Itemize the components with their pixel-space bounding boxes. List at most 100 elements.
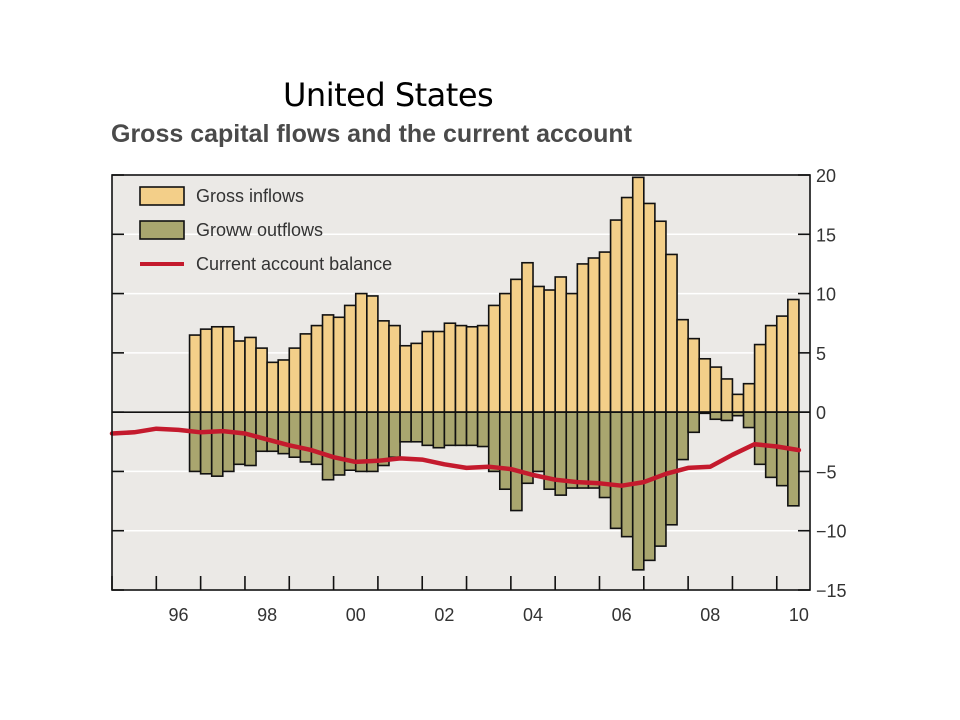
y-tick-label: 5 xyxy=(816,344,826,364)
inflow-bar xyxy=(432,330,446,413)
inflow-bar xyxy=(210,325,224,413)
inflow-bar xyxy=(377,320,390,413)
outflow-bar xyxy=(277,411,291,455)
inflow-bar xyxy=(620,196,634,413)
outflow-bar xyxy=(332,411,346,476)
outflow-bar xyxy=(454,411,468,447)
plot-frame xyxy=(111,174,811,591)
inflow-bar xyxy=(631,176,645,413)
outflow-bar xyxy=(498,411,512,491)
outflow-bar xyxy=(709,411,723,421)
inflow-bar xyxy=(343,304,357,413)
inflow-bar xyxy=(410,342,424,413)
y-tick-label: 15 xyxy=(816,225,836,245)
inflow-bar xyxy=(244,336,257,413)
inflow-bar xyxy=(532,285,545,413)
inflow-bar xyxy=(498,292,512,413)
outflow-bar xyxy=(321,411,335,481)
inflow-bar xyxy=(288,347,302,413)
outflow-bar xyxy=(631,411,645,571)
inflow-bar xyxy=(199,328,213,413)
outflow-bar xyxy=(266,411,279,453)
inflow-bar xyxy=(598,251,612,413)
inflow-bar xyxy=(676,318,689,413)
y-axis: 20 15 10 5 0 −5 −10 −15 xyxy=(112,166,847,601)
outflow-bar xyxy=(299,411,313,463)
outflow-bar xyxy=(487,411,501,473)
y-tick-label: 0 xyxy=(816,403,826,423)
inflow-bar xyxy=(332,316,346,413)
outflow-bar xyxy=(199,411,213,475)
inflow-bar xyxy=(443,322,457,413)
x-tick-label: 06 xyxy=(612,605,632,625)
inflow-bar xyxy=(698,357,712,413)
inflow-bar xyxy=(454,324,468,413)
y-tick-label: 10 xyxy=(816,285,836,305)
y-tick-label: −5 xyxy=(816,462,837,482)
x-tick-label: 02 xyxy=(434,605,454,625)
inflow-bar xyxy=(764,324,778,413)
inflow-bar xyxy=(421,330,435,413)
inflow-bar xyxy=(255,347,268,413)
inflow-bar xyxy=(709,366,723,413)
inflow-bar xyxy=(310,324,324,413)
legend: Gross inflows Groww outflows Current accou… xyxy=(139,186,392,274)
inflow-bar xyxy=(299,333,313,413)
inflow-bar xyxy=(465,325,479,413)
x-tick-label: 08 xyxy=(700,605,720,625)
inflow-bar xyxy=(576,263,590,413)
y-tick-label: 20 xyxy=(816,166,836,186)
x-tick-label: 96 xyxy=(168,605,188,625)
outflow-bar xyxy=(244,411,257,467)
outflow-bar xyxy=(221,411,235,473)
x-tick-label: 00 xyxy=(346,605,366,625)
outflow-bar xyxy=(676,411,689,461)
outflow-bar xyxy=(587,411,601,489)
inflow-bar xyxy=(366,295,379,413)
x-axis: 96 98 00 02 04 06 08 10 xyxy=(111,576,809,625)
inflow-bar xyxy=(188,334,202,413)
inflow-bar xyxy=(266,361,279,413)
inflow-bar xyxy=(487,304,501,413)
inflow-bar xyxy=(221,325,235,413)
legend-swatch-1 xyxy=(139,220,185,240)
inflow-bar xyxy=(654,220,667,413)
outflow-bar xyxy=(465,411,479,447)
outflow-bar xyxy=(665,411,678,526)
legend-label: Groww outflows xyxy=(196,220,323,240)
inflow-bar xyxy=(543,289,556,413)
inflow-bar xyxy=(399,344,412,413)
outflow-bar xyxy=(565,411,579,489)
inflow-bar xyxy=(643,202,656,413)
inflow-bar xyxy=(521,261,534,413)
inflow-bar xyxy=(687,337,701,413)
inflow-bar xyxy=(587,257,601,413)
inflow-bar xyxy=(665,253,678,413)
inflow-bar xyxy=(354,292,368,413)
outflow-bar xyxy=(233,411,246,466)
outflow-bar xyxy=(432,411,446,449)
inflow-bar xyxy=(510,278,523,413)
outflow-bar xyxy=(310,411,324,466)
legend-label: Gross inflows xyxy=(196,186,304,206)
outflow-bar xyxy=(476,411,490,448)
inflow-bar xyxy=(321,314,335,413)
bars-layer xyxy=(188,176,800,571)
inflow-bar xyxy=(742,382,756,413)
inflow-bar xyxy=(277,359,291,413)
x-tick-label: 10 xyxy=(789,605,809,625)
outflow-bar xyxy=(410,411,424,443)
outflow-bar xyxy=(421,411,435,447)
inflow-bar xyxy=(720,378,734,413)
current-account-line xyxy=(109,426,802,488)
outflow-bar xyxy=(753,411,767,466)
legend-label: Current account balance xyxy=(196,254,392,274)
outflow-bar xyxy=(787,411,800,507)
outflow-bar xyxy=(188,411,202,473)
line-layer xyxy=(109,426,802,488)
legend-swatch-0 xyxy=(139,186,185,206)
outflow-bar xyxy=(720,411,734,422)
plot-border xyxy=(111,174,811,591)
inflow-bar xyxy=(388,324,401,413)
